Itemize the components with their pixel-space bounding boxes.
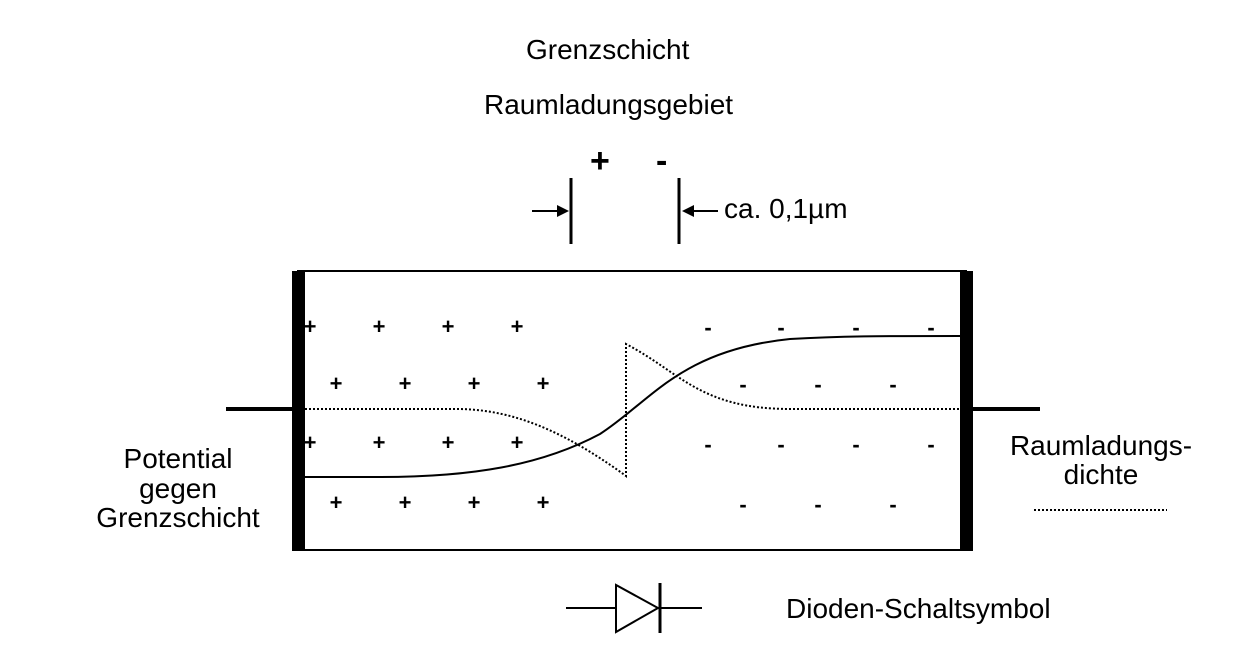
- raumladungsgebiet-label: Raumladungsgebiet: [484, 89, 734, 120]
- grenzschicht-label: Grenzschicht: [526, 34, 690, 65]
- n-charge: -: [889, 372, 897, 397]
- p-charge: +: [467, 490, 481, 515]
- n-charge: -: [852, 432, 860, 457]
- n-charge: -: [739, 492, 747, 517]
- p-charge: +: [303, 430, 317, 455]
- p-charge: +: [398, 490, 412, 515]
- n-charge: -: [814, 492, 822, 517]
- diode-symbol-label: Dioden-Schaltsymbol: [786, 593, 1051, 624]
- p-charge: +: [441, 314, 455, 339]
- right-contact: [960, 271, 973, 551]
- p-charge: +: [441, 430, 455, 455]
- potential-label-line2: gegen: [139, 473, 217, 504]
- p-charge: +: [303, 314, 317, 339]
- p-charge: +: [372, 314, 386, 339]
- p-charge: +: [536, 490, 550, 515]
- diode-symbol: [566, 583, 702, 634]
- p-charge: +: [329, 371, 343, 396]
- left-arrow-head: [557, 205, 569, 217]
- n-charge: -: [777, 432, 785, 457]
- left-contact: [292, 271, 305, 551]
- p-charge: +: [536, 371, 550, 396]
- p-charge: +: [467, 371, 481, 396]
- n-charge: -: [889, 492, 897, 517]
- p-charge: +: [398, 371, 412, 396]
- right-arrow-head: [682, 205, 694, 217]
- n-charge: -: [814, 372, 822, 397]
- charge-density-curve: [305, 342, 960, 478]
- potential-curve: [305, 335, 961, 478]
- density-label-line1: Raumladungs-: [1009, 430, 1193, 461]
- p-charge: +: [372, 430, 386, 455]
- n-charge: -: [927, 432, 935, 457]
- n-charge: -: [704, 432, 712, 457]
- minus-sign: -: [656, 142, 668, 180]
- n-charge: -: [777, 315, 785, 340]
- density-label-line2: dichte: [1063, 459, 1139, 490]
- p-charge: +: [510, 430, 524, 455]
- plus-sign: +: [590, 142, 610, 180]
- p-charge: +: [510, 314, 524, 339]
- n-charge: -: [927, 315, 935, 340]
- potential-label-line3: Grenzschicht: [96, 502, 260, 533]
- n-charge: -: [852, 315, 860, 340]
- n-charge: -: [739, 372, 747, 397]
- width-label: ca. 0,1µm: [724, 193, 848, 224]
- potential-label-line1: Potential: [123, 443, 233, 474]
- p-charge: +: [329, 490, 343, 515]
- n-charge: -: [704, 315, 712, 340]
